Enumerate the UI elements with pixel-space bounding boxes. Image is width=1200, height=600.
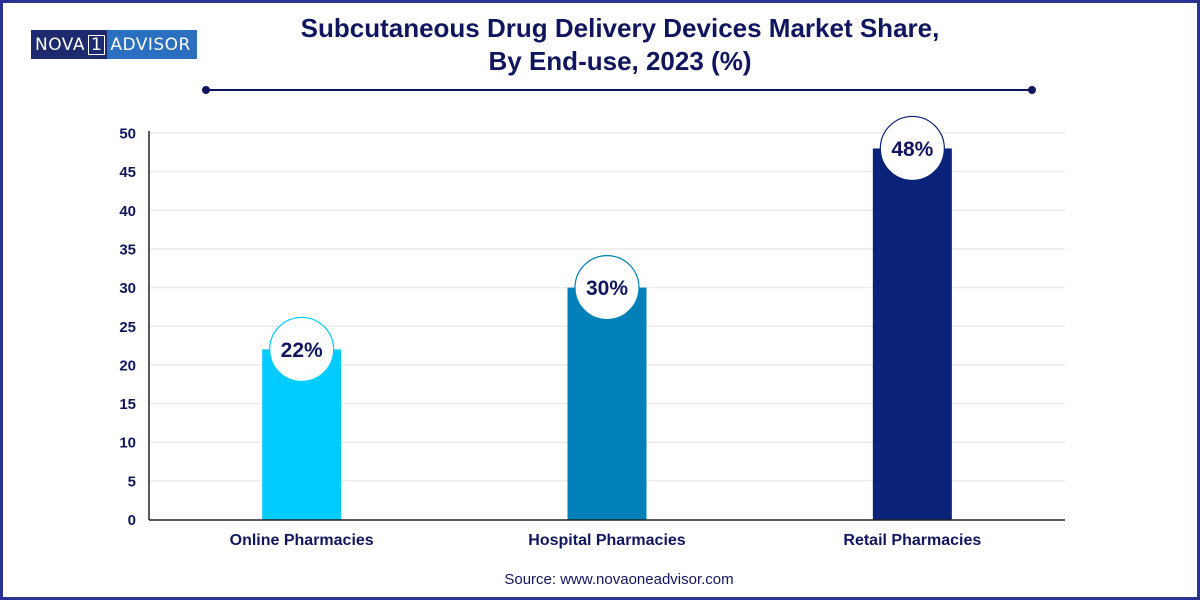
logo-text-one: 1: [87, 34, 106, 55]
y-tick-label: 25: [119, 319, 136, 336]
title-divider-dot-right: [1028, 86, 1036, 94]
x-tick-label: Hospital Pharmacies: [528, 532, 686, 549]
y-tick-label: 40: [119, 203, 136, 220]
y-tick-label: 10: [119, 435, 136, 452]
y-tick-label: 50: [119, 126, 136, 143]
y-axis-ticks: 0 5 10 15 20 25 30 35 40 45 50: [119, 126, 136, 530]
data-label: 30%: [586, 277, 628, 300]
source-note: Source: www.novaoneadvisor.com: [504, 571, 734, 588]
data-label: 22%: [281, 339, 323, 362]
data-label-bubble: [879, 115, 945, 182]
y-tick-label: 0: [128, 512, 136, 529]
x-axis-labels: Online Pharmacies Hospital Pharmacies Reta…: [230, 532, 982, 549]
y-tick-label: 15: [119, 396, 136, 413]
title-divider: [202, 86, 1036, 94]
data-label-bubble: [269, 316, 335, 383]
y-tick-label: 35: [119, 241, 136, 258]
bars: 22% 30% 48%: [262, 115, 952, 520]
y-tick-label: 45: [119, 164, 136, 181]
bar-retail-pharmacies: [872, 148, 952, 520]
y-tick-label: 30: [119, 280, 136, 297]
data-label-bubble: [574, 255, 640, 321]
data-label: 48%: [891, 138, 933, 161]
chart-title: Subcutaneous Drug Delivery Devices Marke…: [230, 12, 1010, 78]
chart-title-line-2: By End-use, 2023 (%): [488, 46, 752, 76]
logo-left: NOVA 1: [31, 30, 108, 59]
title-divider-dot-left: [202, 86, 210, 94]
logo-text-advisor: ADVISOR: [110, 34, 191, 55]
bar-hospital-pharmacies: [567, 287, 647, 520]
y-tick-label: 20: [119, 357, 136, 374]
brand-logo: NOVA 1 ADVISOR: [31, 30, 197, 59]
y-tick-label: 5: [128, 473, 136, 490]
logo-right: ADVISOR: [107, 30, 197, 59]
x-tick-label: Online Pharmacies: [230, 532, 374, 549]
logo-text-nova: NOVA: [35, 34, 85, 55]
chart-title-line-1: Subcutaneous Drug Delivery Devices Marke…: [300, 13, 940, 43]
x-tick-label: Retail Pharmacies: [843, 532, 981, 549]
